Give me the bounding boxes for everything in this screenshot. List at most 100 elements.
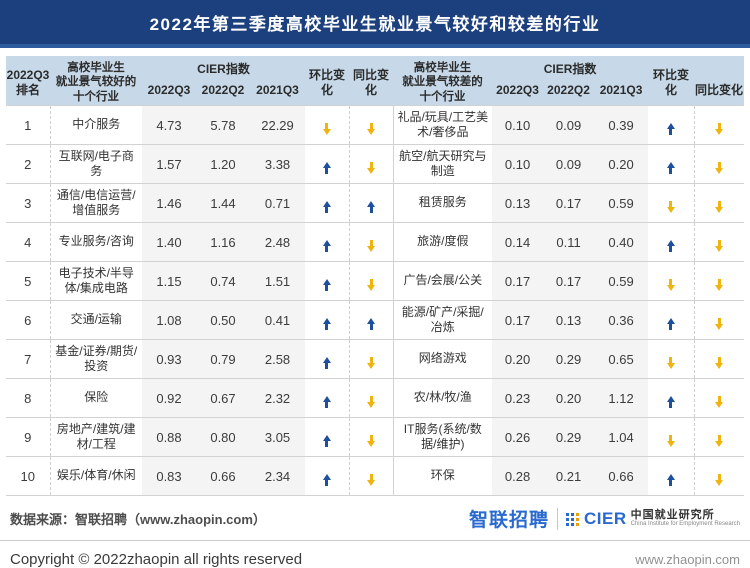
rank-cell: 7 bbox=[6, 339, 50, 379]
good-2022q3-cell: 1.40 bbox=[142, 222, 196, 262]
table-header: 2022Q3 排名 高校毕业生 就业景气较好的 十个行业 CIER指数 环比变化… bbox=[6, 56, 745, 106]
industry-prosperity-table: 2022Q3 排名 高校毕业生 就业景气较好的 十个行业 CIER指数 环比变化… bbox=[6, 56, 745, 497]
good-industries-header: 高校毕业生 就业景气较好的 十个行业 bbox=[50, 56, 142, 106]
good-mom-change-cell bbox=[305, 456, 350, 497]
bad-2022q2-cell: 0.17 bbox=[543, 261, 595, 301]
good-industry-cell: 专业服务/咨询 bbox=[49, 222, 142, 262]
rank-cell: 3 bbox=[6, 183, 50, 223]
bad-mom-change-cell bbox=[648, 456, 695, 497]
bad-2022q3-cell: 0.28 bbox=[492, 456, 544, 497]
down-arrow-icon bbox=[715, 200, 724, 213]
arrow-stem bbox=[669, 200, 673, 207]
cier-index-header-bad: CIER指数 bbox=[492, 56, 649, 80]
down-arrow-icon bbox=[715, 356, 724, 369]
bad-yoy-change-cell bbox=[693, 339, 745, 379]
arrow-triangle bbox=[367, 284, 376, 291]
good-yoy-change-cell bbox=[348, 456, 394, 497]
good-industry-cell: 交通/运输 bbox=[49, 300, 142, 340]
arrow-stem bbox=[369, 122, 373, 129]
good-2022q2-cell: 1.44 bbox=[196, 183, 250, 223]
arrow-stem bbox=[717, 239, 721, 246]
good-yoy-change-cell bbox=[348, 378, 394, 418]
arrow-triangle bbox=[322, 278, 331, 285]
bad-2021q3-cell: 0.36 bbox=[594, 300, 649, 340]
arrow-triangle bbox=[666, 440, 675, 447]
good-industry-cell: 互联网/电子商务 bbox=[49, 144, 142, 184]
up-arrow-icon bbox=[322, 239, 331, 252]
good-2022q3-cell: 0.92 bbox=[142, 378, 196, 418]
bad-2021q3-cell: 0.65 bbox=[594, 339, 649, 379]
arrow-triangle bbox=[715, 245, 724, 252]
arrow-triangle bbox=[715, 479, 724, 486]
up-arrow-icon bbox=[666, 122, 675, 135]
up-arrow-icon bbox=[666, 473, 675, 486]
arrow-stem bbox=[669, 167, 673, 174]
arrow-stem bbox=[669, 278, 673, 285]
up-arrow-icon bbox=[322, 356, 331, 369]
good-industry-cell: 基金/证券/期货/投资 bbox=[49, 339, 142, 379]
down-arrow-icon bbox=[367, 473, 376, 486]
arrow-stem bbox=[369, 206, 373, 213]
arrow-triangle bbox=[367, 440, 376, 447]
bad-2022q2-header: 2022Q2 bbox=[543, 79, 595, 106]
bad-industry-cell: 航空/航天研究与制造 bbox=[392, 144, 493, 184]
arrow-triangle bbox=[367, 401, 376, 408]
good-2021q3-cell: 0.41 bbox=[250, 300, 306, 340]
cier-logo-text: 中国就业研究所 China Institute for Employment R… bbox=[630, 509, 740, 528]
arrow-triangle bbox=[715, 440, 724, 447]
bad-yoy-change-cell bbox=[693, 222, 745, 262]
bad-yoy-change-cell bbox=[693, 417, 745, 457]
arrow-stem bbox=[717, 434, 721, 441]
cier-institute-subtitle: China Institute for Employment Research bbox=[630, 521, 740, 528]
site-url-text: www.zhaopin.com bbox=[635, 552, 740, 568]
arrow-stem bbox=[369, 161, 373, 168]
bad-2022q2-cell: 0.09 bbox=[543, 144, 595, 184]
bad-2022q3-cell: 0.14 bbox=[492, 222, 544, 262]
bad-2022q3-cell: 0.13 bbox=[492, 183, 544, 223]
up-arrow-icon bbox=[322, 473, 331, 486]
good-2022q3-cell: 1.57 bbox=[142, 144, 196, 184]
good-yoy-change-cell bbox=[348, 183, 394, 223]
good-industry-cell: 娱乐/体育/休闲 bbox=[49, 456, 142, 497]
bad-2021q3-cell: 1.12 bbox=[594, 378, 649, 418]
down-arrow-icon bbox=[715, 317, 724, 330]
good-2022q2-cell: 5.78 bbox=[196, 105, 250, 145]
arrow-stem bbox=[325, 401, 329, 408]
arrow-triangle bbox=[715, 362, 724, 369]
bad-2022q3-cell: 0.23 bbox=[492, 378, 544, 418]
bad-2022q2-cell: 0.13 bbox=[543, 300, 595, 340]
arrow-triangle bbox=[322, 395, 331, 402]
arrow-triangle bbox=[715, 128, 724, 135]
good-2021q3-cell: 3.38 bbox=[250, 144, 306, 184]
down-arrow-icon bbox=[367, 278, 376, 291]
bad-mom-change-cell bbox=[648, 222, 695, 262]
up-arrow-icon bbox=[322, 200, 331, 213]
down-arrow-icon bbox=[715, 278, 724, 291]
arrow-triangle bbox=[367, 200, 376, 207]
table-row: 3 通信/电信运营/增值服务 1.46 1.44 0.71 租赁服务 0.13 0.17 0.5… bbox=[6, 183, 745, 223]
arrow-stem bbox=[369, 434, 373, 441]
bad-2022q2-cell: 0.09 bbox=[543, 105, 595, 145]
table-row: 10 娱乐/体育/休闲 0.83 0.66 2.34 环保 0.28 0.21 0.66 bbox=[6, 456, 745, 497]
up-arrow-icon bbox=[367, 200, 376, 213]
arrow-stem bbox=[325, 440, 329, 447]
good-2022q2-header: 2022Q2 bbox=[196, 79, 250, 106]
arrow-triangle bbox=[322, 239, 331, 246]
cier-logo-mark-icon bbox=[565, 511, 580, 526]
good-mom-change-cell bbox=[305, 261, 350, 301]
industry-table-wrap: 2022Q3 排名 高校毕业生 就业景气较好的 十个行业 CIER指数 环比变化… bbox=[0, 48, 750, 497]
data-source-text: 数据来源：智联招聘（www.zhaopin.com） bbox=[10, 512, 266, 528]
good-mom-change-cell bbox=[305, 300, 350, 340]
up-arrow-icon bbox=[322, 278, 331, 291]
arrow-stem bbox=[717, 317, 721, 324]
bad-2022q3-header: 2022Q3 bbox=[492, 79, 544, 106]
arrow-stem bbox=[717, 356, 721, 363]
arrow-stem bbox=[325, 323, 329, 330]
bad-2022q2-cell: 0.29 bbox=[543, 417, 595, 457]
arrow-triangle bbox=[367, 128, 376, 135]
good-2022q3-cell: 0.93 bbox=[142, 339, 196, 379]
down-arrow-icon bbox=[367, 395, 376, 408]
bad-2022q3-cell: 0.10 bbox=[492, 144, 544, 184]
bad-industry-cell: 礼品/玩具/工艺美术/奢侈品 bbox=[392, 105, 493, 145]
arrow-stem bbox=[669, 479, 673, 486]
